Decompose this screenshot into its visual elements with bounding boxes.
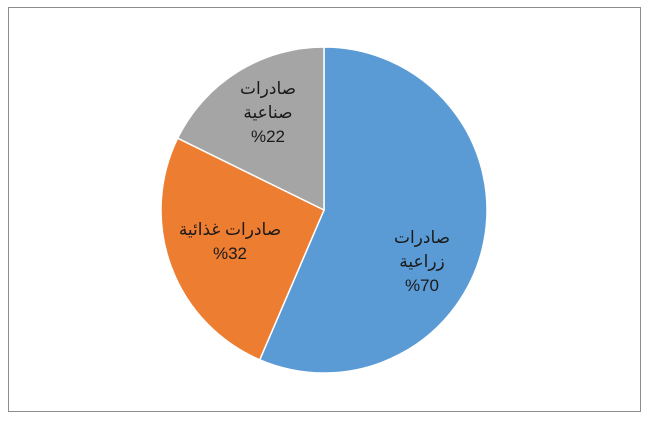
pie-slice (258, 46, 488, 374)
slice-label: صادرات غذائية %32 (165, 218, 295, 266)
value-label: %70 (404, 276, 440, 295)
pie-slice (160, 137, 325, 361)
value-label: %22 (250, 127, 286, 146)
category-label: صادرات صناعية (239, 79, 297, 122)
slice-label: صادرات صناعية %22 (223, 77, 313, 149)
value-label: %32 (212, 244, 248, 263)
category-label: صادرات زراعية (393, 228, 451, 271)
category-label: صادرات غذائية (178, 220, 282, 239)
slice-label: صادرات زراعية %70 (377, 226, 467, 298)
pie-slice (176, 46, 325, 212)
